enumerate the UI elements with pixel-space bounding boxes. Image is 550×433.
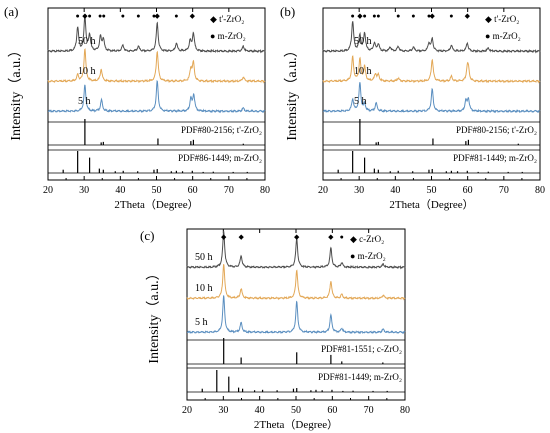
peak-marker: ● [372,12,376,20]
y-axis-label: Intensity（a.u.） [8,43,24,140]
panel-label: (c) [140,228,154,243]
legend-entry: ● m-ZrO₂ [210,31,246,41]
x-tick-label: 60 [463,185,473,196]
peak-marker: ● [174,12,178,20]
peak-marker: ◆ [328,233,334,241]
peak-marker: ● [98,12,102,20]
peak-marker: ● [87,12,91,20]
peak-marker: ◆ [430,12,436,20]
series-label: 10 h [354,66,372,77]
series-line-10h [47,48,266,84]
x-tick-label: 30 [218,405,228,416]
peak-marker: ● [427,12,431,20]
peak-marker: ● [396,12,400,20]
x-tick-label: 50 [291,405,301,416]
peak-marker: ◆ [357,12,363,20]
peak-marker: ◆ [82,12,88,20]
x-tick-label: 50 [152,185,162,196]
x-tick-label: 60 [188,185,198,196]
peak-marker: ● [351,12,355,20]
series-line-5h [322,82,541,114]
peak-marker: ◆ [294,233,300,241]
series-line-10h [186,264,406,301]
x-tick-label: 30 [354,185,364,196]
peak-marker: ● [102,12,106,20]
peak-marker: ● [121,12,125,20]
series-label: 5 h [195,317,208,328]
panel-1: (b) 20 30 40 50 60 70 80 2Theta（Degree） Intensity… [280,4,545,211]
peak-marker: ● [152,12,156,20]
x-tick-label: 60 [327,405,337,416]
peak-marker: ◆ [238,233,244,241]
peak-marker: ● [376,12,380,20]
series-label: 10 h [78,66,96,77]
peak-marker: ◆ [155,12,161,20]
ref-label: PDF#81-1449; m-ZrO₂ [318,372,402,382]
series-line-50h [322,20,541,54]
x-axis-label: 2Theta（Degree） [254,418,338,431]
x-axis-label: 2Theta（Degree） [389,198,473,211]
legend-entry: ◆ t'-ZrO₂ [485,14,519,24]
x-tick-label: 80 [535,185,545,196]
series-line-5h [47,79,266,114]
series-label: 10 h [195,283,213,294]
peak-marker: ◆ [221,233,227,241]
ref-label: PDF#80-2156; t'-ZrO₂ [181,125,262,135]
peak-marker: ● [362,12,366,20]
peak-marker: ● [411,12,415,20]
x-tick-label: 70 [364,405,374,416]
series-label: 50 h [195,252,213,263]
legend-entry: ◆ t'-ZrO₂ [210,14,244,24]
x-tick-label: 20 [182,405,192,416]
series-line-50h [47,15,266,54]
series-line-5h [187,295,406,335]
x-tick-label: 70 [224,185,234,196]
x-tick-label: 40 [115,185,125,196]
peak-marker: ● [136,12,140,20]
peak-marker: ◆ [465,12,471,20]
x-tick-label: 50 [427,185,437,196]
panel-label: (b) [280,4,295,19]
x-tick-label: 40 [390,185,400,196]
panel-0: (a) 20 30 40 50 60 70 80 2Theta（Degree） Intensity… [4,4,270,211]
x-axis-label: 2Theta（Degree） [114,198,198,211]
panel-label: (a) [4,4,18,19]
series-label: 50 h [354,36,372,47]
peak-marker: ◆ [190,12,196,20]
legend-entry: ● m-ZrO₂ [350,251,386,261]
y-axis-label: Intensity（a.u.） [146,266,162,363]
panel-2: (c) 20 30 40 50 60 70 80 2Theta（Degree） Intensity… [140,228,410,431]
ref-label: PDF#81-1449; m-ZrO₂ [453,153,537,163]
x-tick-label: 70 [499,185,509,196]
legend-entry: ◆ c-ZrO₂ [350,234,384,244]
series-label: 5 h [354,96,367,107]
peak-marker: ● [340,233,344,241]
ref-label: PDF#81-1551; c-ZrO₂ [321,344,402,354]
peak-marker: ● [76,12,80,20]
peak-marker: ● [449,12,453,20]
x-tick-label: 20 [318,185,328,196]
series-label: 5 h [78,96,91,107]
ref-label: PDF#80-2156; t'-ZrO₂ [456,125,537,135]
ref-label: PDF#86-1449; m-ZrO₂ [178,153,262,163]
y-axis-label: Intensity（a.u.） [284,43,300,140]
x-tick-label: 80 [400,405,410,416]
series-line-50h [186,230,406,270]
x-tick-label: 80 [260,185,270,196]
legend-entry: ● m-ZrO₂ [485,31,521,41]
series-label: 50 h [78,36,96,47]
x-tick-label: 20 [43,185,53,196]
series-line-10h [322,55,541,84]
x-tick-label: 30 [79,185,89,196]
x-tick-label: 40 [255,405,265,416]
